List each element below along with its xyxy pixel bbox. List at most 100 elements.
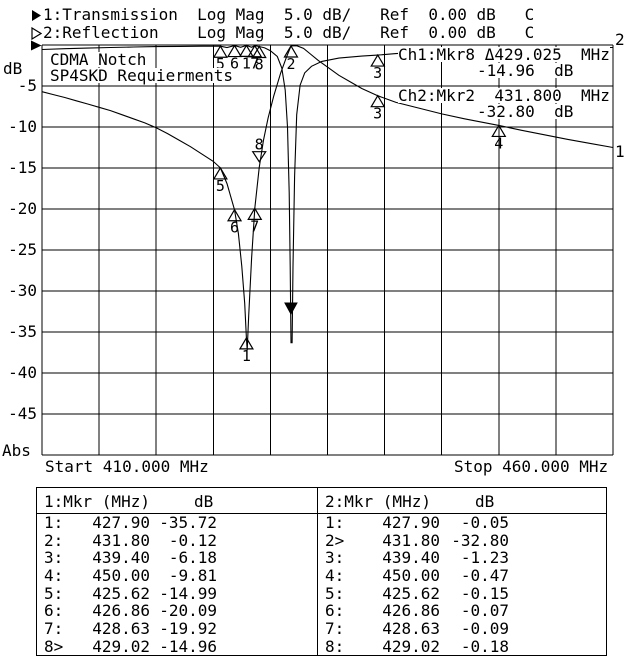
marker-table-channel2: 2:Mkr (MHz) dB 1: 427.90 -0.05 2> 431.80 -32.… [317,488,606,655]
table-row: 6: 426.86 -0.07 [318,602,606,620]
marker-5-ch2-icon [212,45,228,58]
table-row: 4: 450.00 -0.47 [318,567,606,585]
marker-db-cell: -1.23 [460,548,509,568]
marker-8-ch1-label: 8 [255,136,264,154]
ch1-table-header-freq: 1:Mkr (MHz) [44,492,150,511]
marker-frequency-cell: 425.62 [92,583,150,603]
marker-number-cell: 8> [44,636,64,656]
marker-table: 1:Mkr (MHz) dB 1: 427.90 -35.72 2: 431.80 -0.… [36,487,607,656]
marker-2-ch1-label: 2 [286,55,295,73]
marker-2-ch1-icon [283,44,299,58]
marker-3-ch2-label: 3 [373,64,382,82]
table-row: 2> 431.80 -32.80 [318,532,606,550]
y-tick-label: -20 [0,201,37,217]
marker-number-cell: 6: [44,601,64,621]
marker-db-cell: -32.80 [451,530,509,550]
marker-7-ch2-label: 7 [250,55,259,73]
marker-db-cell: -6.18 [168,548,217,568]
trace-reflection [41,44,614,344]
marker-frequency-cell: 450.00 [382,566,440,586]
marker-frequency-cell: 429.02 [92,636,150,656]
marker-number-cell: 7: [44,619,64,639]
marker-db-cell: -20.09 [159,601,217,621]
table-row: 5: 425.62 -0.15 [318,585,606,603]
marker-db-cell: -9.81 [168,566,217,586]
marker-number-cell: 5: [44,583,64,603]
marker-db-cell: -0.05 [460,513,509,532]
marker-number-cell: 3: [44,548,64,568]
active-marker-2-ch2-icon [284,302,298,316]
marker-db-cell: -0.47 [460,566,509,586]
y-axis-abs-label: Abs [2,441,31,460]
marker-frequency-cell: 427.90 [382,513,440,532]
grid [41,44,614,456]
marker-number-cell: 4: [44,566,64,586]
marker-frequency-cell: 425.62 [382,583,440,603]
marker-7-ch2-icon [247,44,263,58]
marker-number-cell: 2: [44,530,64,550]
marker-number-cell: 6: [325,601,345,621]
x-axis-start-label: Start 410.000 MHz [45,457,209,476]
marker-frequency-cell: 450.00 [92,566,150,586]
marker-frequency-cell: 431.80 [92,530,150,550]
marker-number-cell: 7: [325,619,345,639]
marker-3-ch2-icon [370,53,386,67]
marker-number-cell: 5: [325,583,345,603]
measurement-title-line2: SP4SKD Requierments [50,66,234,85]
marker-3-ch1-icon [370,94,386,108]
ch1-table-header-db: dB [193,492,214,511]
marker-5-ch1-icon [212,166,228,180]
marker-db-cell: -0.12 [168,530,217,550]
reference-level-arrow-icon [31,40,42,51]
marker-number-cell: 4: [325,566,345,586]
measurement-title-line1: CDMA Notch [50,50,147,69]
marker-number-cell: 2> [325,530,345,550]
marker-7-ch1-icon [247,207,263,220]
marker-db-cell: -0.18 [460,636,509,656]
table-row: 6: 426.86 -20.09 [37,602,317,620]
marker-6-ch1-icon [226,208,243,222]
table-row: 5: 425.62 -14.99 [37,585,317,603]
marker-table-channel2-header: 2:Mkr (MHz) dB [318,488,606,514]
table-row: 4: 450.00 -9.81 [37,567,317,585]
y-tick-label: -30 [0,283,37,299]
marker-number-cell: 3: [325,548,345,568]
channel1-active-arrow-icon [32,10,41,21]
active-marker-8-ch1-icon [251,151,267,163]
marker-db-cell: -14.99 [159,583,217,603]
marker-frequency-cell: 426.86 [92,601,150,621]
marker-table-channel1-rows: 1: 427.90 -35.72 2: 431.80 -0.12 3: 439.40 -6.18… [37,514,317,656]
y-tick-label: -35 [0,324,37,340]
ch2-marker-readout-freq: Ch2:Mkr2 431.800 MHz [398,86,610,105]
table-row: 1: 427.90 -0.05 [318,514,606,532]
ch2-marker-readout-value: -32.80 dB [477,102,574,121]
marker-6-ch1-label: 6 [230,219,239,237]
marker-db-cell: -35.72 [159,513,217,532]
marker-frequency-cell: 428.63 [382,619,440,639]
hollow-right-triangle-icon [31,27,42,40]
marker-7-ch1-label: 7 [250,217,259,235]
marker-1-ch1-label: 1 [242,347,251,365]
marker-4-ch1-label: 4 [494,134,503,152]
channel2-status-line: 2:Reflection Log Mag 5.0 dB/ Ref 0.00 dB… [43,23,535,42]
marker-db-cell: -19.92 [159,619,217,639]
marker-table-channel1-header: 1:Mkr (MHz) dB [37,488,317,514]
table-row: 8: 429.02 -0.18 [318,638,606,656]
marker-1-ch1-icon [238,336,254,350]
marker-frequency-cell: 427.90 [92,513,150,532]
trace2-number-label: 2 [615,30,625,49]
marker-number-cell: 8: [325,636,345,656]
ch2-table-header-freq: 2:Mkr (MHz) [325,492,431,511]
marker-number-cell: 1: [325,513,345,532]
trace1-number-label: 1 [615,142,625,161]
marker-6-ch2-icon [226,44,243,58]
table-row: 8> 429.02 -14.96 [37,638,317,656]
marker-number-cell: 1: [44,513,64,532]
table-row: 3: 439.40 -1.23 [318,549,606,567]
marker-table-channel2-rows: 1: 427.90 -0.05 2> 431.80 -32.80 3: 439.40 -1.23… [318,514,606,656]
marker-frequency-cell: 428.63 [92,619,150,639]
table-row: 3: 439.40 -6.18 [37,549,317,567]
y-tick-label: -25 [0,242,37,258]
